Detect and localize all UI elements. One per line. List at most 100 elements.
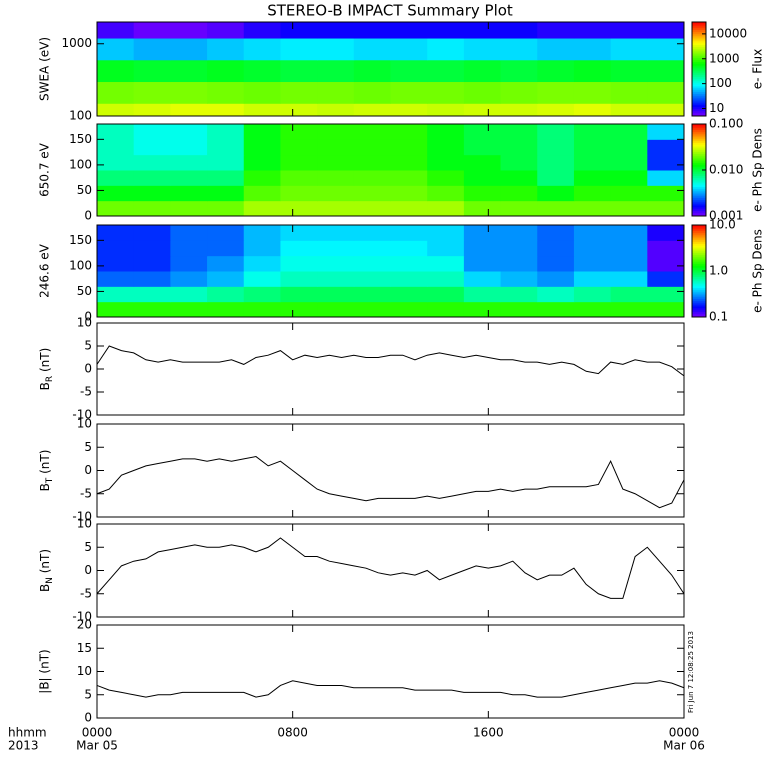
colorbar-step: [692, 265, 706, 268]
spectrogram-cell: [317, 170, 355, 186]
spectrogram-cell: [133, 240, 171, 257]
colorbar-step: [692, 182, 706, 186]
spectrogram-cell: [353, 255, 391, 272]
spectrogram-cell: [573, 154, 612, 171]
colorbar-step: [692, 110, 706, 113]
line-series: [96, 537, 685, 599]
spectrogram-cell: [573, 38, 612, 61]
spectrogram-cell: [280, 81, 318, 104]
colorbar-step: [692, 305, 706, 309]
spectrogram-cell: [243, 286, 281, 303]
colorbar-step: [692, 232, 706, 235]
spectrogram-cell: [390, 124, 428, 140]
colorbar-step: [692, 147, 706, 151]
spectrogram-cell: [537, 154, 575, 171]
colorbar-step: [692, 261, 706, 265]
spectrogram-cell: [610, 103, 648, 117]
spectrogram-cell: [427, 124, 465, 140]
colorbar-tick-label: 10: [709, 101, 724, 115]
colorbar-step: [692, 85, 706, 89]
spectrogram-cell: [133, 225, 171, 241]
colorbar-step: [692, 112, 706, 115]
panel-frame: [96, 423, 685, 518]
y-tick-label: 5: [84, 339, 92, 353]
colorbar-step: [692, 234, 706, 237]
spectrogram-cell: [463, 240, 502, 257]
spectrogram-cell: [390, 154, 428, 171]
spectrogram-cell: [170, 255, 208, 272]
colorbar-tick-label: 10.0: [709, 218, 736, 232]
spectrogram-cell: [280, 271, 318, 287]
spectrogram-cell: [243, 301, 281, 318]
spectrogram-cell: [97, 200, 135, 217]
colorbar-step: [692, 230, 706, 233]
spectrogram-cell: [243, 225, 281, 241]
colorbar-step: [692, 146, 706, 149]
spectrogram-cell: [243, 81, 281, 104]
colorbar-step: [692, 181, 706, 184]
y-tick-label: 100: [69, 109, 92, 123]
colorbar-step: [692, 89, 706, 93]
colorbar-step: [692, 278, 706, 281]
spectrogram-cell: [537, 22, 575, 39]
colorbar-step: [692, 283, 706, 287]
spectrogram-cell: [537, 286, 575, 303]
spectrogram-cell: [170, 225, 208, 241]
spectrogram-cell: [463, 301, 502, 318]
spectrogram-cell: [647, 124, 685, 140]
spectrogram-cell: [573, 139, 612, 156]
colorbar-step: [692, 192, 706, 195]
x-tick-label: 0800: [277, 726, 308, 740]
spectrogram-cell: [500, 225, 538, 241]
spectrogram-cell: [573, 22, 612, 39]
panel-frame: [96, 624, 685, 719]
spectrogram-cell: [207, 200, 245, 217]
spectrogram-cell: [280, 124, 318, 140]
line-series: [96, 680, 685, 698]
colorbar-step: [692, 206, 706, 210]
spectrogram-cell: [463, 225, 502, 241]
colorbar-step: [692, 311, 706, 314]
timestamp: Fri Jun 7 12:08:25 2013: [687, 631, 695, 713]
y-tick-label: 50: [77, 183, 92, 197]
spectrogram-cell: [647, 81, 685, 104]
colorbar-step: [692, 78, 706, 81]
spectrogram-cell: [317, 22, 355, 39]
spectrogram-cell: [427, 81, 465, 104]
colorbar-step: [692, 99, 706, 102]
spectrogram-cell: [97, 124, 135, 140]
colorbar-step: [692, 44, 706, 47]
colorbar-step: [692, 258, 706, 261]
colorbar-step: [692, 188, 706, 191]
colorbar-frame: [691, 21, 707, 117]
line-series: [96, 456, 685, 509]
y-tick-label: 0: [84, 310, 92, 324]
colorbar-step: [692, 97, 706, 100]
colorbar-step: [692, 256, 706, 259]
colorbar-step: [692, 27, 706, 31]
spectrogram-cell: [610, 301, 648, 318]
spectrogram-cell: [647, 103, 685, 117]
spectrogram-cell: [647, 255, 685, 272]
spectrogram-cell: [133, 124, 171, 140]
spectrogram-cell: [280, 225, 318, 241]
spectrogram-cell: [573, 271, 612, 287]
colorbar-step: [692, 289, 706, 292]
spectrogram-cell: [317, 139, 355, 156]
spectrogram-cell: [207, 139, 245, 156]
spectrogram-cell: [500, 103, 538, 117]
spectrogram-cell: [317, 38, 355, 61]
spectrogram-cell: [317, 103, 355, 117]
spectrogram-cell: [463, 200, 502, 217]
colorbar-step: [692, 48, 706, 51]
colorbar-step: [692, 179, 706, 182]
spectrogram-cell: [207, 301, 245, 318]
y-tick-label: 10: [77, 417, 92, 431]
spectrogram-cell: [573, 225, 612, 241]
y-tick-label: 0: [84, 463, 92, 477]
colorbar-step: [692, 114, 706, 117]
colorbar-step: [692, 29, 706, 32]
spectrogram-cell: [610, 225, 648, 241]
colorbar-step: [692, 291, 706, 294]
colorbar-step: [692, 138, 706, 142]
